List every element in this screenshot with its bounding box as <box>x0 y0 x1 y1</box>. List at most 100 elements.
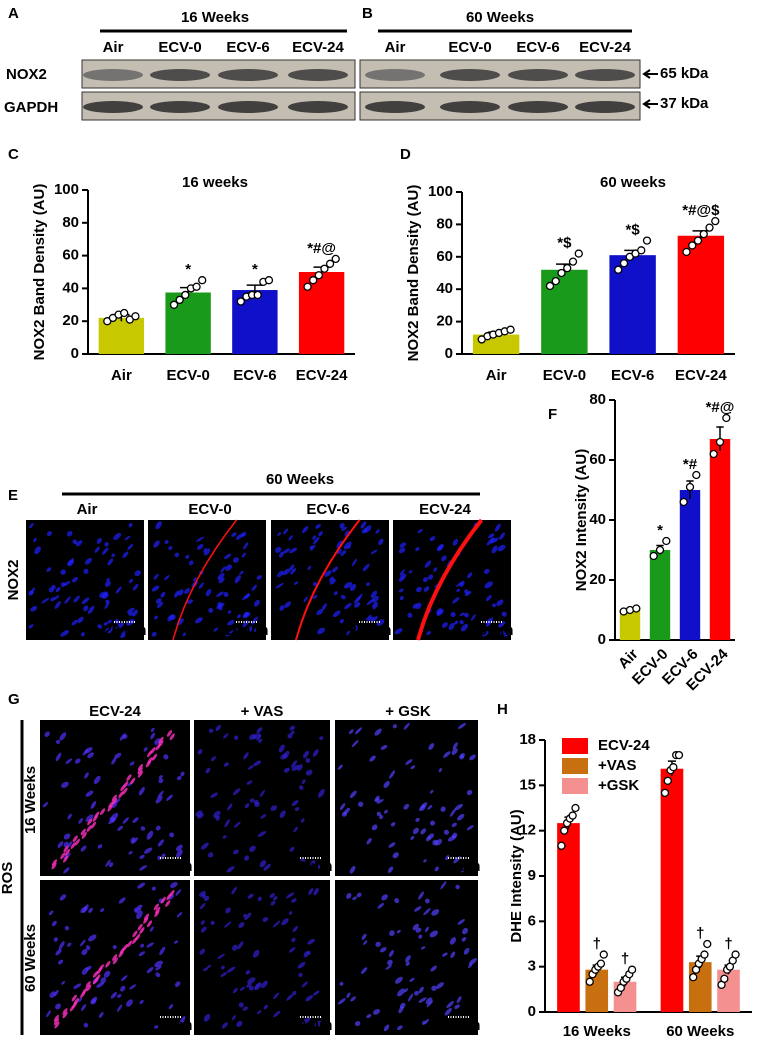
nucleus <box>87 752 94 759</box>
stain <box>158 736 164 744</box>
data-point <box>685 482 695 492</box>
scale-label: 20 µm <box>290 1017 333 1034</box>
nucleus <box>44 731 50 738</box>
nucleus <box>466 789 473 796</box>
data-point <box>669 763 678 772</box>
nucleus <box>108 818 117 824</box>
panel-label: A <box>8 5 19 22</box>
nucleus <box>166 794 173 801</box>
nucleus <box>371 595 379 603</box>
nucleus <box>410 835 415 840</box>
data-point <box>689 973 698 982</box>
significance-label: * <box>185 261 191 278</box>
stain-line <box>295 519 361 641</box>
blot-band <box>288 101 348 113</box>
nucleus <box>441 555 447 562</box>
nucleus <box>403 988 409 993</box>
nucleus <box>418 934 423 939</box>
nucleus <box>451 832 458 839</box>
nucleus <box>127 607 135 614</box>
nucleus <box>244 912 252 921</box>
nucleus <box>143 847 153 854</box>
blot-band <box>218 101 278 113</box>
nucleus <box>154 615 159 620</box>
stain <box>122 787 128 795</box>
nucleus <box>110 812 119 821</box>
side-label: ROS <box>0 862 16 895</box>
nucleus <box>146 830 154 840</box>
nucleus <box>381 894 388 901</box>
nucleus <box>222 835 227 839</box>
nucleus <box>424 560 432 568</box>
nucleus <box>150 727 155 732</box>
nucleus <box>488 533 495 539</box>
nucleus <box>273 1010 281 1018</box>
data-point <box>614 265 623 274</box>
nucleus <box>55 948 62 956</box>
nucleus <box>427 804 433 810</box>
nucleus <box>329 576 335 582</box>
stain <box>85 981 91 988</box>
nucleus <box>132 817 139 823</box>
nucleus <box>318 531 323 537</box>
data-point <box>720 974 729 983</box>
nucleus <box>365 614 372 621</box>
row-label: GAPDH <box>4 99 58 116</box>
nucleus <box>456 581 464 587</box>
nucleus <box>122 817 129 824</box>
nucleus <box>461 937 467 942</box>
panel-title: 60 Weeks <box>266 471 334 488</box>
stain <box>137 923 143 931</box>
stain <box>137 770 144 778</box>
nucleus <box>127 543 134 550</box>
nucleus <box>203 1013 211 1022</box>
x-tick-label: ECV-0 <box>543 367 586 384</box>
nucleus <box>492 603 497 608</box>
nucleus <box>241 531 247 537</box>
data-point <box>175 295 184 305</box>
nucleus <box>481 630 489 637</box>
nucleus <box>176 775 182 781</box>
legend-swatch <box>562 778 588 794</box>
data-point <box>662 536 671 546</box>
x-tick-label: Air <box>486 367 507 384</box>
nucleus <box>210 920 215 925</box>
nucleus <box>469 754 476 761</box>
nucleus <box>409 977 415 982</box>
nucleus <box>124 535 131 541</box>
nucleus <box>252 949 260 958</box>
nucleus <box>42 802 49 808</box>
nucleus <box>370 549 378 555</box>
y-tick-label: 40 <box>62 279 79 296</box>
nucleus <box>278 551 285 558</box>
nucleus <box>50 597 56 602</box>
stain <box>126 940 133 948</box>
data-point <box>314 271 323 280</box>
nucleus <box>139 854 145 859</box>
nucleus <box>169 832 175 838</box>
nucleus <box>73 983 82 989</box>
nucleus <box>337 998 346 1005</box>
nucleus <box>128 579 133 583</box>
stain <box>147 757 153 764</box>
nucleus <box>308 888 314 895</box>
nucleus <box>396 929 401 934</box>
nucleus <box>48 910 54 916</box>
significance-label: † <box>593 936 601 953</box>
nucleus <box>312 535 317 540</box>
data-point <box>693 236 703 245</box>
nucleus <box>217 601 223 607</box>
nucleus <box>450 951 456 959</box>
panel-label: F <box>548 406 557 423</box>
nucleus <box>180 771 185 777</box>
nucleus <box>452 538 459 546</box>
nucleus <box>377 903 385 909</box>
nucleus <box>224 921 232 928</box>
y-tick-label: 60 <box>62 247 79 264</box>
nucleus <box>363 940 368 945</box>
nucleus <box>379 947 387 953</box>
nucleus <box>450 611 456 618</box>
nucleus <box>33 537 37 542</box>
stain <box>63 845 69 853</box>
nucleus <box>168 1004 174 1010</box>
